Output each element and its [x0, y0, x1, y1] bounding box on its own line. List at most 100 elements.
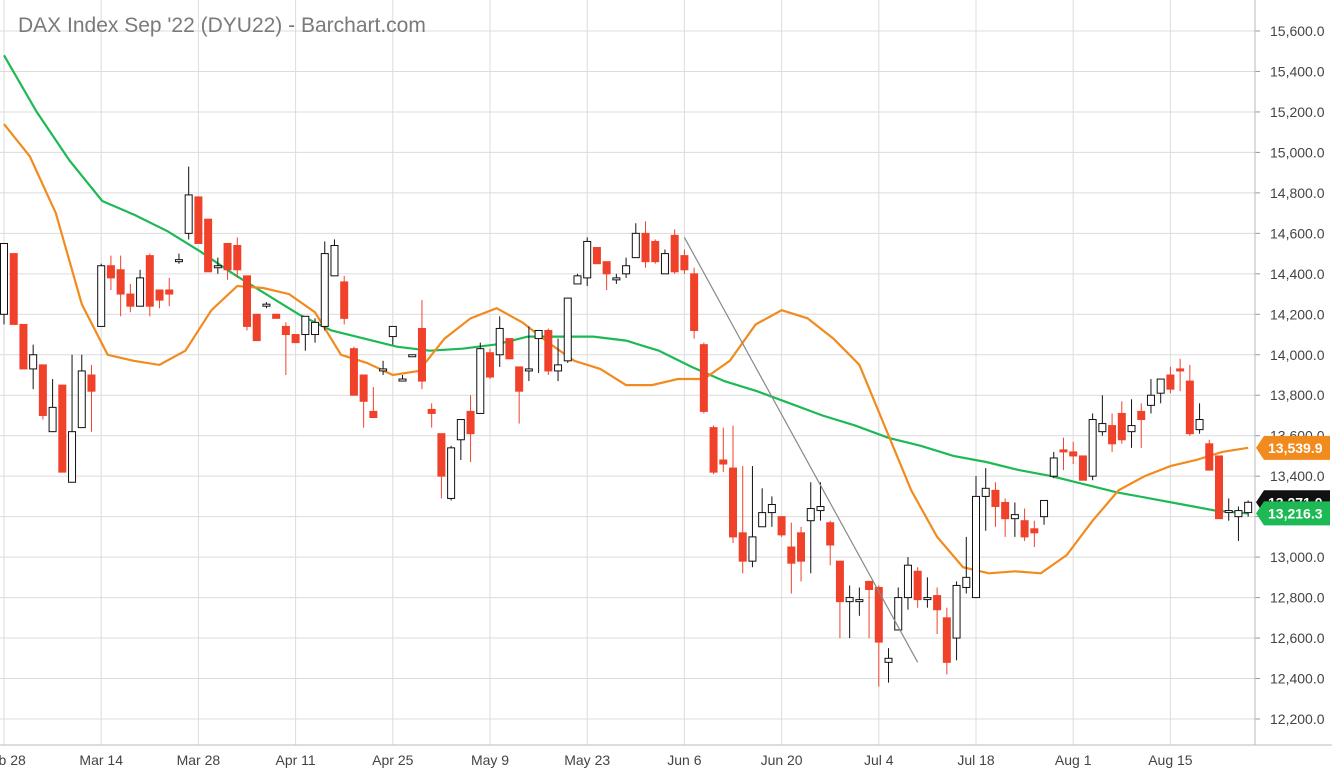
- candle[interactable]: [1195, 403, 1204, 434]
- candle[interactable]: [855, 587, 864, 616]
- candle[interactable]: [38, 364, 47, 420]
- candle[interactable]: [699, 342, 708, 414]
- candle[interactable]: [340, 275, 349, 325]
- candle[interactable]: [505, 338, 514, 360]
- candle[interactable]: [797, 526, 806, 582]
- candle[interactable]: [408, 354, 417, 358]
- candle[interactable]: [767, 496, 776, 527]
- candle[interactable]: [116, 255, 125, 317]
- candle[interactable]: [972, 476, 980, 599]
- candle[interactable]: [388, 325, 397, 345]
- candle[interactable]: [651, 239, 660, 264]
- candle[interactable]: [486, 348, 494, 380]
- candle[interactable]: [476, 342, 485, 414]
- candle[interactable]: [447, 445, 456, 501]
- candle[interactable]: [962, 536, 971, 594]
- candle[interactable]: [9, 253, 18, 325]
- candle[interactable]: [359, 374, 368, 428]
- candle[interactable]: [631, 223, 640, 259]
- candle[interactable]: [660, 249, 669, 275]
- candle[interactable]: [19, 323, 28, 370]
- candle[interactable]: [952, 581, 961, 661]
- candle[interactable]: [311, 318, 320, 343]
- candle[interactable]: [126, 283, 135, 313]
- candle[interactable]: [738, 466, 747, 574]
- candle[interactable]: [544, 328, 553, 375]
- candle[interactable]: [1108, 413, 1117, 452]
- candle[interactable]: [223, 242, 232, 280]
- candle[interactable]: [291, 334, 300, 344]
- candle[interactable]: [1137, 403, 1146, 448]
- candle[interactable]: [777, 516, 786, 537]
- candle[interactable]: [515, 366, 524, 424]
- candle[interactable]: [933, 587, 942, 635]
- candle[interactable]: [68, 354, 77, 483]
- candle[interactable]: [136, 269, 145, 307]
- candle[interactable]: [554, 338, 563, 382]
- candle[interactable]: [1098, 395, 1107, 436]
- candle[interactable]: [1069, 441, 1078, 465]
- candle[interactable]: [398, 375, 407, 382]
- candle[interactable]: [641, 221, 650, 268]
- candle[interactable]: [524, 326, 533, 382]
- candle[interactable]: [534, 329, 543, 373]
- candle[interactable]: [145, 253, 154, 317]
- candle[interactable]: [1156, 378, 1165, 404]
- candle[interactable]: [865, 580, 874, 639]
- candle[interactable]: [0, 242, 8, 325]
- candle[interactable]: [583, 237, 592, 286]
- candle[interactable]: [573, 273, 582, 285]
- candle[interactable]: [690, 267, 699, 339]
- candle[interactable]: [330, 239, 339, 277]
- candle[interactable]: [884, 648, 893, 683]
- candle[interactable]: [612, 273, 621, 284]
- candle[interactable]: [913, 567, 922, 608]
- candle[interactable]: [466, 395, 475, 463]
- candle[interactable]: [456, 419, 465, 460]
- candle[interactable]: [1244, 500, 1253, 517]
- candle[interactable]: [622, 257, 631, 278]
- candle[interactable]: [369, 387, 378, 418]
- candle[interactable]: [923, 577, 932, 608]
- candle[interactable]: [991, 482, 1000, 527]
- trendline[interactable]: [683, 237, 919, 663]
- candle[interactable]: [1166, 366, 1175, 394]
- candle[interactable]: [709, 425, 718, 475]
- candle[interactable]: [719, 427, 728, 473]
- candle[interactable]: [826, 520, 835, 566]
- candle[interactable]: [1010, 502, 1019, 537]
- candle[interactable]: [592, 247, 601, 265]
- candle[interactable]: [495, 316, 504, 367]
- candle[interactable]: [437, 433, 446, 499]
- candle[interactable]: [748, 466, 757, 568]
- candle[interactable]: [942, 607, 951, 675]
- candle[interactable]: [563, 297, 572, 363]
- candle[interactable]: [1049, 451, 1058, 479]
- candle[interactable]: [1176, 358, 1185, 392]
- candle[interactable]: [281, 322, 290, 375]
- candle[interactable]: [1127, 399, 1136, 448]
- candle[interactable]: [427, 403, 436, 428]
- candle[interactable]: [680, 249, 689, 274]
- candle[interactable]: [981, 468, 990, 531]
- candle[interactable]: [97, 263, 106, 327]
- candle[interactable]: [1215, 455, 1223, 520]
- candle[interactable]: [48, 379, 57, 433]
- candle[interactable]: [1020, 508, 1029, 541]
- candle[interactable]: [758, 488, 767, 528]
- candle[interactable]: [320, 241, 329, 331]
- candle[interactable]: [58, 384, 67, 473]
- candle[interactable]: [184, 166, 193, 240]
- candle[interactable]: [174, 253, 183, 264]
- candle[interactable]: [349, 346, 358, 396]
- candle[interactable]: [1059, 437, 1068, 471]
- candle[interactable]: [1205, 439, 1214, 471]
- candle[interactable]: [1040, 499, 1049, 525]
- candle[interactable]: [835, 560, 844, 639]
- candle[interactable]: [1185, 364, 1194, 436]
- candle[interactable]: [806, 482, 815, 574]
- candle[interactable]: [29, 344, 38, 390]
- candle[interactable]: [262, 302, 271, 309]
- candle[interactable]: [1030, 520, 1039, 547]
